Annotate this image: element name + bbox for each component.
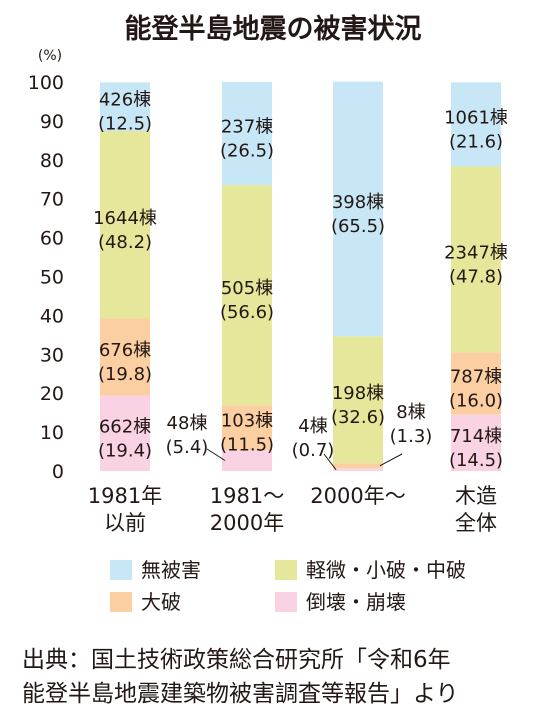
- y-tick-label: 50: [40, 267, 64, 289]
- leader-line: [379, 453, 403, 467]
- data-label-count: 787棟: [450, 366, 502, 387]
- data-label-count: 2347棟: [444, 242, 508, 263]
- data-label-percent: (32.6): [331, 407, 385, 428]
- data-label-count: 198棟: [332, 383, 384, 404]
- data-label-count: 714棟: [450, 426, 502, 447]
- legend-swatch: [275, 592, 297, 612]
- data-label-percent: (0.7): [292, 440, 335, 461]
- source-line-2: 能登半島地震建築物被害調査等報告」より: [22, 681, 459, 707]
- y-tick-label: 20: [40, 383, 64, 405]
- bar-segment: [222, 449, 272, 471]
- category-label-line2: 2000年: [210, 511, 284, 535]
- data-label-percent: (19.8): [98, 364, 152, 385]
- leader-line: [323, 453, 337, 470]
- legend-swatch: [110, 560, 132, 580]
- y-tick-label: 80: [40, 150, 64, 172]
- bar-segment: [333, 468, 383, 471]
- data-label-count: 505棟: [221, 278, 273, 299]
- data-label-percent: (12.5): [98, 114, 152, 135]
- source-line-1: 出典：国土技術政策総合研究所「令和6年: [22, 647, 451, 673]
- data-label-percent: (65.5): [331, 216, 385, 237]
- data-label-percent: (1.3): [390, 426, 433, 447]
- category-label-line1: 2000年〜: [310, 484, 405, 508]
- y-tick-label: 40: [40, 305, 64, 327]
- legend-swatch: [275, 560, 297, 580]
- y-axis-unit: (%): [38, 48, 62, 64]
- data-label-percent: (5.4): [166, 437, 209, 458]
- bar-segment: [222, 185, 272, 406]
- y-tick-label: 0: [52, 461, 64, 483]
- legend-label: 無被害: [141, 558, 201, 582]
- bar-segment: [222, 82, 272, 186]
- bar-segment: [333, 463, 383, 469]
- legend-label: 軽微・小破・中破: [306, 558, 466, 582]
- data-label-count: 48棟: [167, 413, 208, 434]
- bar-segment: [451, 82, 501, 167]
- category-label-line2: 以前: [104, 511, 146, 535]
- data-label-count: 1061棟: [444, 107, 508, 128]
- data-label-percent: (26.5): [220, 141, 274, 162]
- category-label-line1: 1981年: [88, 484, 162, 508]
- data-label-percent: (21.6): [449, 131, 503, 152]
- data-label-percent: (56.6): [220, 302, 274, 323]
- category-label-line1: 木造: [455, 484, 497, 508]
- data-labels: 662棟 (19.4) 676棟 (19.8) 1644棟 (48.2) 426棟 (12.5…: [93, 90, 508, 471]
- bar-segment: [100, 318, 150, 396]
- y-axis: 0 10 20 30 40 50 60 70 80 90 100: [28, 72, 64, 483]
- data-label-percent: (14.5): [449, 450, 503, 471]
- y-tick-label: 10: [40, 422, 64, 444]
- bar-segment: [333, 336, 383, 464]
- y-tick-label: 90: [40, 111, 64, 133]
- bar-segment: [100, 82, 150, 132]
- bar-segment: [100, 395, 150, 471]
- data-label-percent: (11.5): [220, 435, 274, 456]
- bar-segment: [451, 166, 501, 353]
- data-label-percent: (48.2): [98, 232, 152, 253]
- category-label-line1: 1981〜: [210, 484, 284, 508]
- y-tick-label: 70: [40, 189, 64, 211]
- legend-label: 倒壊・崩壊: [306, 590, 406, 614]
- y-tick-label: 30: [40, 344, 64, 366]
- y-tick-label: 100: [28, 72, 64, 94]
- bar-segment: [100, 131, 150, 319]
- data-label-count: 4棟: [298, 416, 327, 437]
- data-label-count: 662棟: [99, 416, 151, 437]
- data-label-count: 8棟: [396, 402, 425, 423]
- bar-segment: [333, 81, 383, 337]
- legend-label: 大破: [141, 590, 181, 614]
- bar-segment: [451, 352, 501, 415]
- data-label-count: 237棟: [221, 117, 273, 138]
- data-label-count: 103棟: [221, 411, 273, 432]
- category-label-line2: 全体: [455, 511, 497, 535]
- leader-line: [206, 448, 226, 461]
- data-label-percent: (19.4): [98, 440, 152, 461]
- data-label-count: 398棟: [332, 192, 384, 213]
- data-label-percent: (47.8): [449, 266, 503, 287]
- data-label-count: 1644棟: [93, 208, 157, 229]
- bar-segment: [451, 414, 501, 471]
- y-tick-label: 60: [40, 228, 64, 250]
- chart-title: 能登半島地震の被害状況: [125, 13, 422, 45]
- data-label-percent: (16.0): [449, 390, 503, 411]
- data-label-count: 676棟: [99, 340, 151, 361]
- bar-segment: [222, 405, 272, 450]
- bars: [100, 81, 501, 471]
- data-label-count: 426棟: [99, 90, 151, 111]
- legend-swatch: [110, 592, 132, 612]
